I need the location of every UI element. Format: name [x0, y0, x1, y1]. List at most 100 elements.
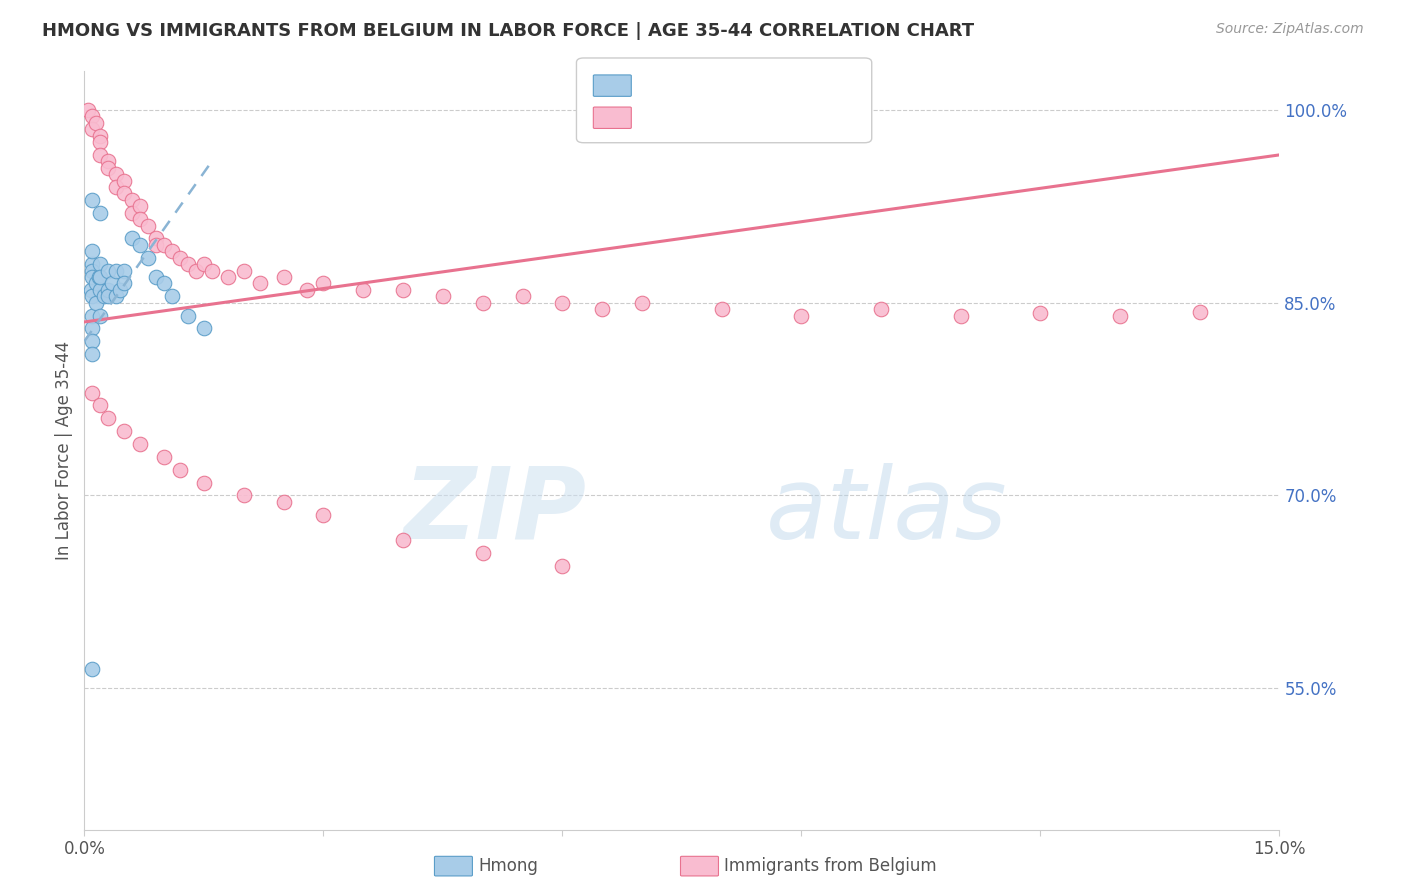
Text: R = 0.188: R = 0.188 [640, 109, 730, 127]
Point [1188, 304, 1211, 318]
Point [89, 205, 111, 219]
Text: R = 0.196: R = 0.196 [640, 77, 730, 95]
Point [1109, 309, 1132, 323]
Point [97, 283, 120, 297]
Point [129, 237, 152, 252]
Point [87, 270, 110, 285]
Point [177, 309, 200, 323]
Y-axis label: In Labor Force | Age 35-44: In Labor Force | Age 35-44 [55, 341, 73, 560]
Point [89, 399, 111, 413]
Point [201, 263, 224, 277]
Point [82, 334, 104, 349]
Text: Hmong: Hmong [478, 857, 538, 875]
Point [105, 167, 128, 181]
Point [110, 283, 132, 297]
Point [80, 283, 103, 297]
Point [89, 257, 111, 271]
Point [112, 424, 135, 438]
Point [82, 109, 104, 123]
Point [89, 128, 111, 143]
Point [82, 309, 104, 323]
Point [80, 257, 103, 271]
Point [86, 277, 108, 291]
Point [121, 231, 143, 245]
Text: N = 62: N = 62 [742, 109, 806, 127]
Point [82, 122, 104, 136]
Point [89, 148, 111, 162]
Point [312, 277, 335, 291]
Point [591, 302, 613, 317]
Point [97, 289, 120, 303]
Point [101, 277, 124, 291]
Point [89, 135, 111, 149]
Point [145, 237, 167, 252]
Point [1029, 306, 1052, 320]
Point [89, 283, 111, 297]
Point [153, 237, 176, 252]
Point [169, 251, 191, 265]
Point [129, 212, 152, 227]
Point [136, 219, 159, 233]
Point [82, 270, 104, 285]
Point [93, 289, 115, 303]
Point [297, 283, 319, 297]
Point [153, 277, 176, 291]
Point [129, 437, 152, 451]
Point [82, 385, 104, 400]
Point [249, 277, 271, 291]
Point [432, 289, 454, 303]
Point [86, 116, 108, 130]
Point [160, 289, 183, 303]
Point [105, 263, 128, 277]
Point [97, 411, 120, 425]
Point [512, 289, 534, 303]
Point [193, 321, 215, 335]
Point [82, 321, 104, 335]
Point [97, 263, 120, 277]
Point [471, 295, 494, 310]
Point [471, 546, 494, 560]
Point [86, 295, 108, 310]
Point [153, 450, 176, 464]
Point [392, 283, 415, 297]
Point [82, 347, 104, 361]
Point [145, 231, 167, 245]
Point [392, 533, 415, 548]
Point [77, 103, 100, 117]
Point [870, 302, 893, 317]
Point [82, 662, 104, 676]
Point [89, 270, 111, 285]
Point [217, 270, 239, 285]
Point [273, 270, 295, 285]
Point [136, 251, 159, 265]
Point [82, 244, 104, 259]
Point [82, 263, 104, 277]
Point [105, 180, 128, 194]
Text: Immigrants from Belgium: Immigrants from Belgium [724, 857, 936, 875]
Point [121, 193, 143, 207]
Point [551, 559, 574, 574]
Text: ZIP: ZIP [404, 463, 586, 559]
Text: Source: ZipAtlas.com: Source: ZipAtlas.com [1216, 22, 1364, 37]
Point [710, 302, 733, 317]
Point [949, 309, 972, 323]
Point [121, 205, 143, 219]
Text: atlas: atlas [766, 463, 1007, 559]
Point [112, 277, 135, 291]
Point [177, 257, 200, 271]
Point [790, 309, 813, 323]
Point [82, 289, 104, 303]
Point [169, 463, 191, 477]
Point [551, 295, 574, 310]
Point [97, 161, 120, 175]
Point [273, 495, 295, 509]
Point [352, 283, 374, 297]
Text: HMONG VS IMMIGRANTS FROM BELGIUM IN LABOR FORCE | AGE 35-44 CORRELATION CHART: HMONG VS IMMIGRANTS FROM BELGIUM IN LABO… [42, 22, 974, 40]
Point [112, 186, 135, 201]
Text: N = 38: N = 38 [742, 77, 806, 95]
Point [232, 263, 254, 277]
Point [232, 488, 254, 502]
Point [160, 244, 183, 259]
Point [193, 257, 215, 271]
Point [112, 173, 135, 187]
